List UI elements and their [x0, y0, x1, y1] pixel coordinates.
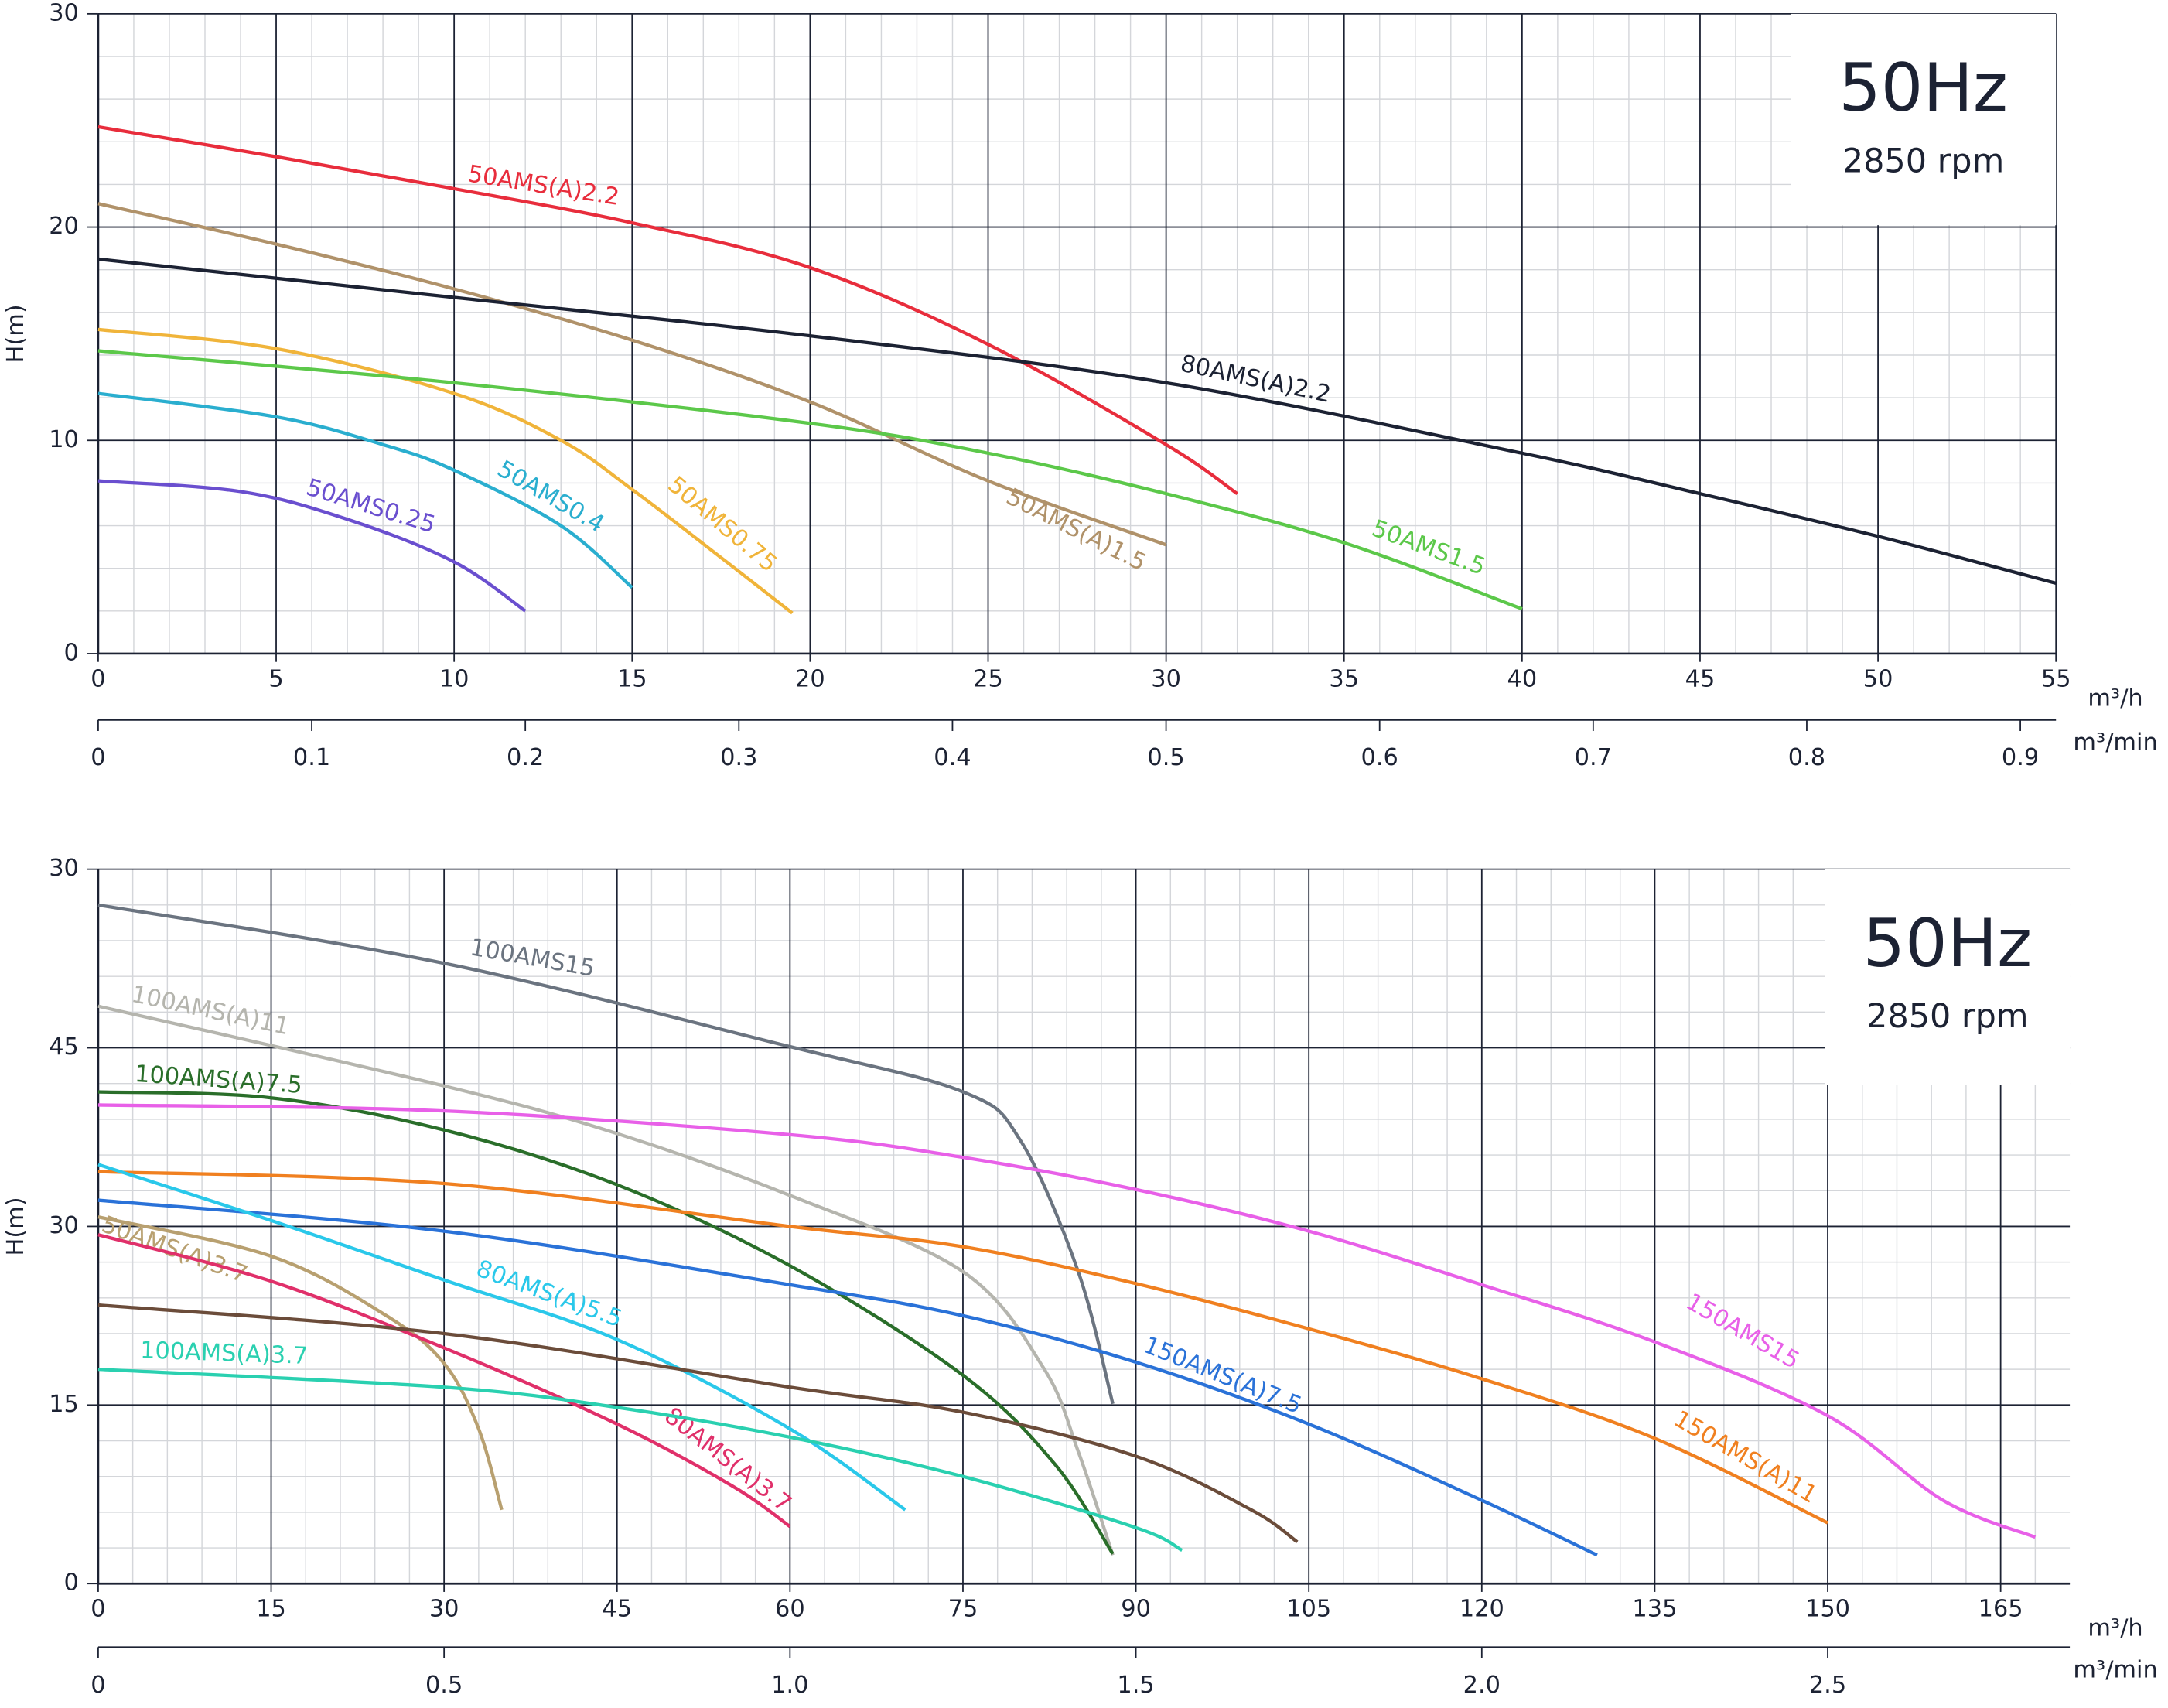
x2-tick-label: 0.4 — [934, 744, 971, 771]
x-tick-label: 10 — [439, 665, 469, 692]
x-axis-unit: m³/h — [2088, 1615, 2142, 1642]
x2-tick-label: 1.5 — [1117, 1672, 1154, 1699]
x-tick-label: 0 — [90, 665, 105, 692]
x2-tick-label: 0.5 — [1147, 744, 1184, 771]
x2-tick-label: 0.6 — [1361, 744, 1398, 771]
x2-tick-label: 0.8 — [1788, 744, 1825, 771]
x2-tick-label: 0.3 — [720, 744, 757, 771]
x2-tick-label: 0.5 — [425, 1672, 463, 1699]
y-tick-label: 30 — [49, 855, 79, 882]
y-axis-label: H(m) — [2, 1197, 29, 1255]
x-tick-label: 45 — [602, 1596, 632, 1623]
x-tick-label: 50 — [1863, 665, 1893, 692]
pump-curve — [97, 1163, 906, 1512]
x-tick-label: 45 — [1685, 665, 1716, 692]
x-tick-label: 40 — [1507, 665, 1538, 692]
curve-label: 150AMS(A)11 — [1669, 1406, 1821, 1509]
x2-tick-label: 0.7 — [1575, 744, 1612, 771]
curve-label: 80AMS(A)5.5 — [473, 1255, 626, 1333]
x-tick-label: 75 — [948, 1596, 978, 1623]
curve-label: 50AMS1.5 — [1368, 515, 1489, 581]
x-tick-label: 15 — [256, 1596, 286, 1623]
x2-tick-label: 1.0 — [771, 1672, 808, 1699]
x-tick-label: 20 — [795, 665, 825, 692]
x2-tick-label: 2.0 — [1463, 1672, 1501, 1699]
curve-label: 150AMS15 — [1681, 1288, 1804, 1375]
pump-curve — [97, 1103, 2037, 1539]
x-tick-label: 90 — [1121, 1596, 1151, 1623]
pump-curve — [97, 1303, 1299, 1544]
frequency-title: 50Hz — [1863, 905, 2033, 982]
x2-tick-label: 0.1 — [293, 744, 330, 771]
x-tick-label: 60 — [775, 1596, 805, 1623]
x-tick-label: 165 — [1979, 1596, 2023, 1623]
pump-curve — [97, 1233, 791, 1529]
pump-curve — [97, 1198, 1598, 1557]
y-tick-label: 0 — [64, 1570, 79, 1597]
x2-tick-label: 0.9 — [2002, 744, 2039, 771]
y-tick-label: 20 — [49, 213, 79, 240]
pump-curve — [97, 903, 1115, 1405]
pump-curve — [97, 479, 527, 613]
x-tick-label: 150 — [1805, 1596, 1850, 1623]
info-box — [1790, 13, 2057, 226]
speed-subtitle: 2850 rpm — [1842, 142, 2004, 180]
pump-curve — [97, 391, 633, 589]
x-tick-label: 5 — [268, 665, 283, 692]
speed-subtitle: 2850 rpm — [1866, 997, 2028, 1036]
pump-curve — [97, 1368, 1183, 1553]
x2-axis-unit: m³/min — [2073, 729, 2157, 757]
x-axis-unit: m³/h — [2088, 685, 2142, 712]
pump-curve — [97, 349, 1523, 611]
y-tick-label: 10 — [49, 426, 79, 453]
y-tick-label: 30 — [49, 1212, 79, 1239]
x-tick-label: 105 — [1286, 1596, 1331, 1623]
x2-tick-label: 2.5 — [1809, 1672, 1846, 1699]
pump-curve — [97, 125, 1238, 495]
curve-label: 50AMS(A)3.7 — [98, 1211, 251, 1289]
x-tick-label: 25 — [973, 665, 1003, 692]
y-tick-label: 0 — [64, 639, 79, 666]
frequency-title: 50Hz — [1839, 50, 2008, 127]
pump-curve — [97, 257, 2057, 586]
y-tick-label: 45 — [49, 1033, 79, 1061]
y-tick-label: 30 — [49, 0, 79, 26]
x2-tick-label: 0.2 — [507, 744, 544, 771]
x2-tick-label: 0 — [90, 1672, 105, 1699]
pump-curve — [97, 327, 794, 615]
x-tick-label: 120 — [1460, 1596, 1504, 1623]
x-tick-label: 30 — [429, 1596, 459, 1623]
x-tick-label: 55 — [2041, 665, 2071, 692]
x-tick-label: 135 — [1632, 1596, 1677, 1623]
curve-label: 150AMS(A)7.5 — [1139, 1331, 1305, 1419]
curve-label: 100AMS15 — [468, 934, 596, 982]
pump-curve — [97, 1004, 1115, 1556]
pump-curve — [97, 1170, 1828, 1525]
y-tick-label: 15 — [49, 1391, 79, 1418]
x-tick-label: 15 — [617, 665, 647, 692]
x2-axis-unit: m³/min — [2073, 1656, 2157, 1683]
curve-label: 100AMS(A)3.7 — [140, 1337, 309, 1370]
x-tick-label: 0 — [90, 1596, 105, 1623]
x2-tick-label: 0 — [90, 744, 105, 771]
info-box — [1825, 869, 2071, 1085]
pump-curve — [97, 1215, 504, 1511]
y-axis-label: H(m) — [2, 304, 29, 363]
pump-curve — [97, 202, 1167, 547]
x-tick-label: 35 — [1329, 665, 1359, 692]
x-tick-label: 30 — [1151, 665, 1181, 692]
